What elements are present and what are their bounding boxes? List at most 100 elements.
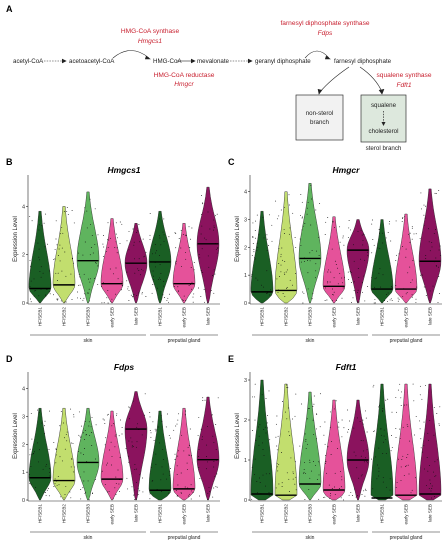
data-point — [78, 411, 80, 413]
data-point — [62, 232, 64, 234]
data-point — [329, 427, 331, 428]
data-point — [37, 461, 39, 463]
data-point — [342, 237, 344, 239]
data-point — [341, 419, 343, 421]
non-sterol-box — [295, 94, 344, 141]
data-point — [353, 289, 355, 291]
violin-5 — [148, 410, 172, 501]
data-point — [306, 207, 308, 209]
x-tick-label: early SEB — [182, 307, 187, 327]
data-point — [88, 421, 90, 423]
data-point — [253, 249, 255, 250]
data-point — [353, 281, 355, 283]
data-point — [216, 213, 218, 215]
data-point — [409, 440, 411, 442]
data-point — [374, 302, 376, 304]
data-point — [382, 242, 384, 244]
data-point — [305, 448, 307, 450]
data-point — [185, 251, 187, 253]
data-point — [32, 453, 34, 454]
data-point — [403, 404, 405, 406]
data-point — [315, 428, 317, 430]
data-point — [284, 295, 286, 297]
data-point — [299, 445, 301, 447]
data-point — [102, 243, 104, 245]
data-point — [198, 456, 199, 457]
data-point — [144, 255, 146, 257]
data-point — [59, 260, 61, 262]
data-point — [149, 430, 151, 432]
data-point — [77, 291, 79, 293]
data-point — [49, 475, 51, 477]
data-point — [78, 434, 80, 436]
data-point — [324, 234, 326, 235]
data-point — [184, 486, 186, 488]
data-point — [121, 427, 123, 429]
data-point — [145, 296, 147, 297]
data-point — [162, 294, 164, 296]
data-point — [131, 446, 133, 448]
data-point — [118, 435, 120, 437]
data-point — [71, 210, 73, 211]
data-point — [61, 226, 63, 228]
data-point — [423, 214, 425, 216]
data-point — [47, 488, 49, 489]
data-point — [66, 431, 68, 433]
data-point — [151, 292, 153, 294]
data-point — [303, 292, 305, 294]
data-point — [395, 437, 397, 439]
data-point — [389, 489, 391, 491]
x-tick-label: late SEB — [134, 307, 139, 325]
data-point — [374, 430, 375, 432]
data-point — [338, 421, 340, 423]
data-point — [112, 498, 114, 500]
data-point — [210, 289, 212, 291]
data-point — [353, 451, 355, 453]
data-point — [283, 233, 285, 234]
data-point — [358, 477, 360, 479]
data-point — [116, 414, 117, 416]
data-point — [281, 452, 283, 453]
data-point — [435, 257, 437, 259]
data-point — [38, 256, 40, 258]
data-point — [285, 271, 287, 273]
data-point — [177, 455, 179, 457]
data-point — [295, 273, 297, 275]
data-point — [355, 496, 357, 498]
data-point — [133, 400, 134, 402]
data-point — [156, 250, 158, 252]
data-point — [350, 491, 352, 493]
data-point — [118, 483, 120, 485]
data-point — [80, 436, 82, 438]
data-point — [284, 274, 286, 276]
data-point — [108, 239, 110, 241]
data-point — [55, 448, 57, 450]
data-point — [300, 261, 302, 263]
data-point — [152, 270, 154, 272]
data-point — [435, 229, 437, 230]
data-point — [382, 476, 384, 478]
data-point — [71, 257, 73, 259]
data-point — [303, 471, 305, 473]
data-point — [55, 238, 57, 240]
data-point — [136, 498, 138, 500]
data-point — [91, 235, 93, 236]
data-point — [129, 418, 131, 420]
data-point — [163, 281, 165, 282]
data-point — [207, 498, 209, 500]
data-point — [134, 258, 135, 260]
data-point — [372, 386, 374, 388]
data-point — [83, 448, 85, 449]
data-point — [187, 446, 189, 448]
data-point — [407, 454, 409, 456]
y-tick-label: 0 — [244, 301, 247, 307]
data-point — [254, 230, 256, 231]
cholesterol-label: cholesterol — [369, 128, 399, 135]
data-point — [276, 445, 278, 447]
data-point — [288, 478, 290, 480]
data-point — [419, 420, 421, 422]
data-point — [349, 271, 351, 273]
data-point — [433, 434, 435, 436]
data-point — [402, 217, 404, 219]
data-point — [133, 494, 135, 496]
